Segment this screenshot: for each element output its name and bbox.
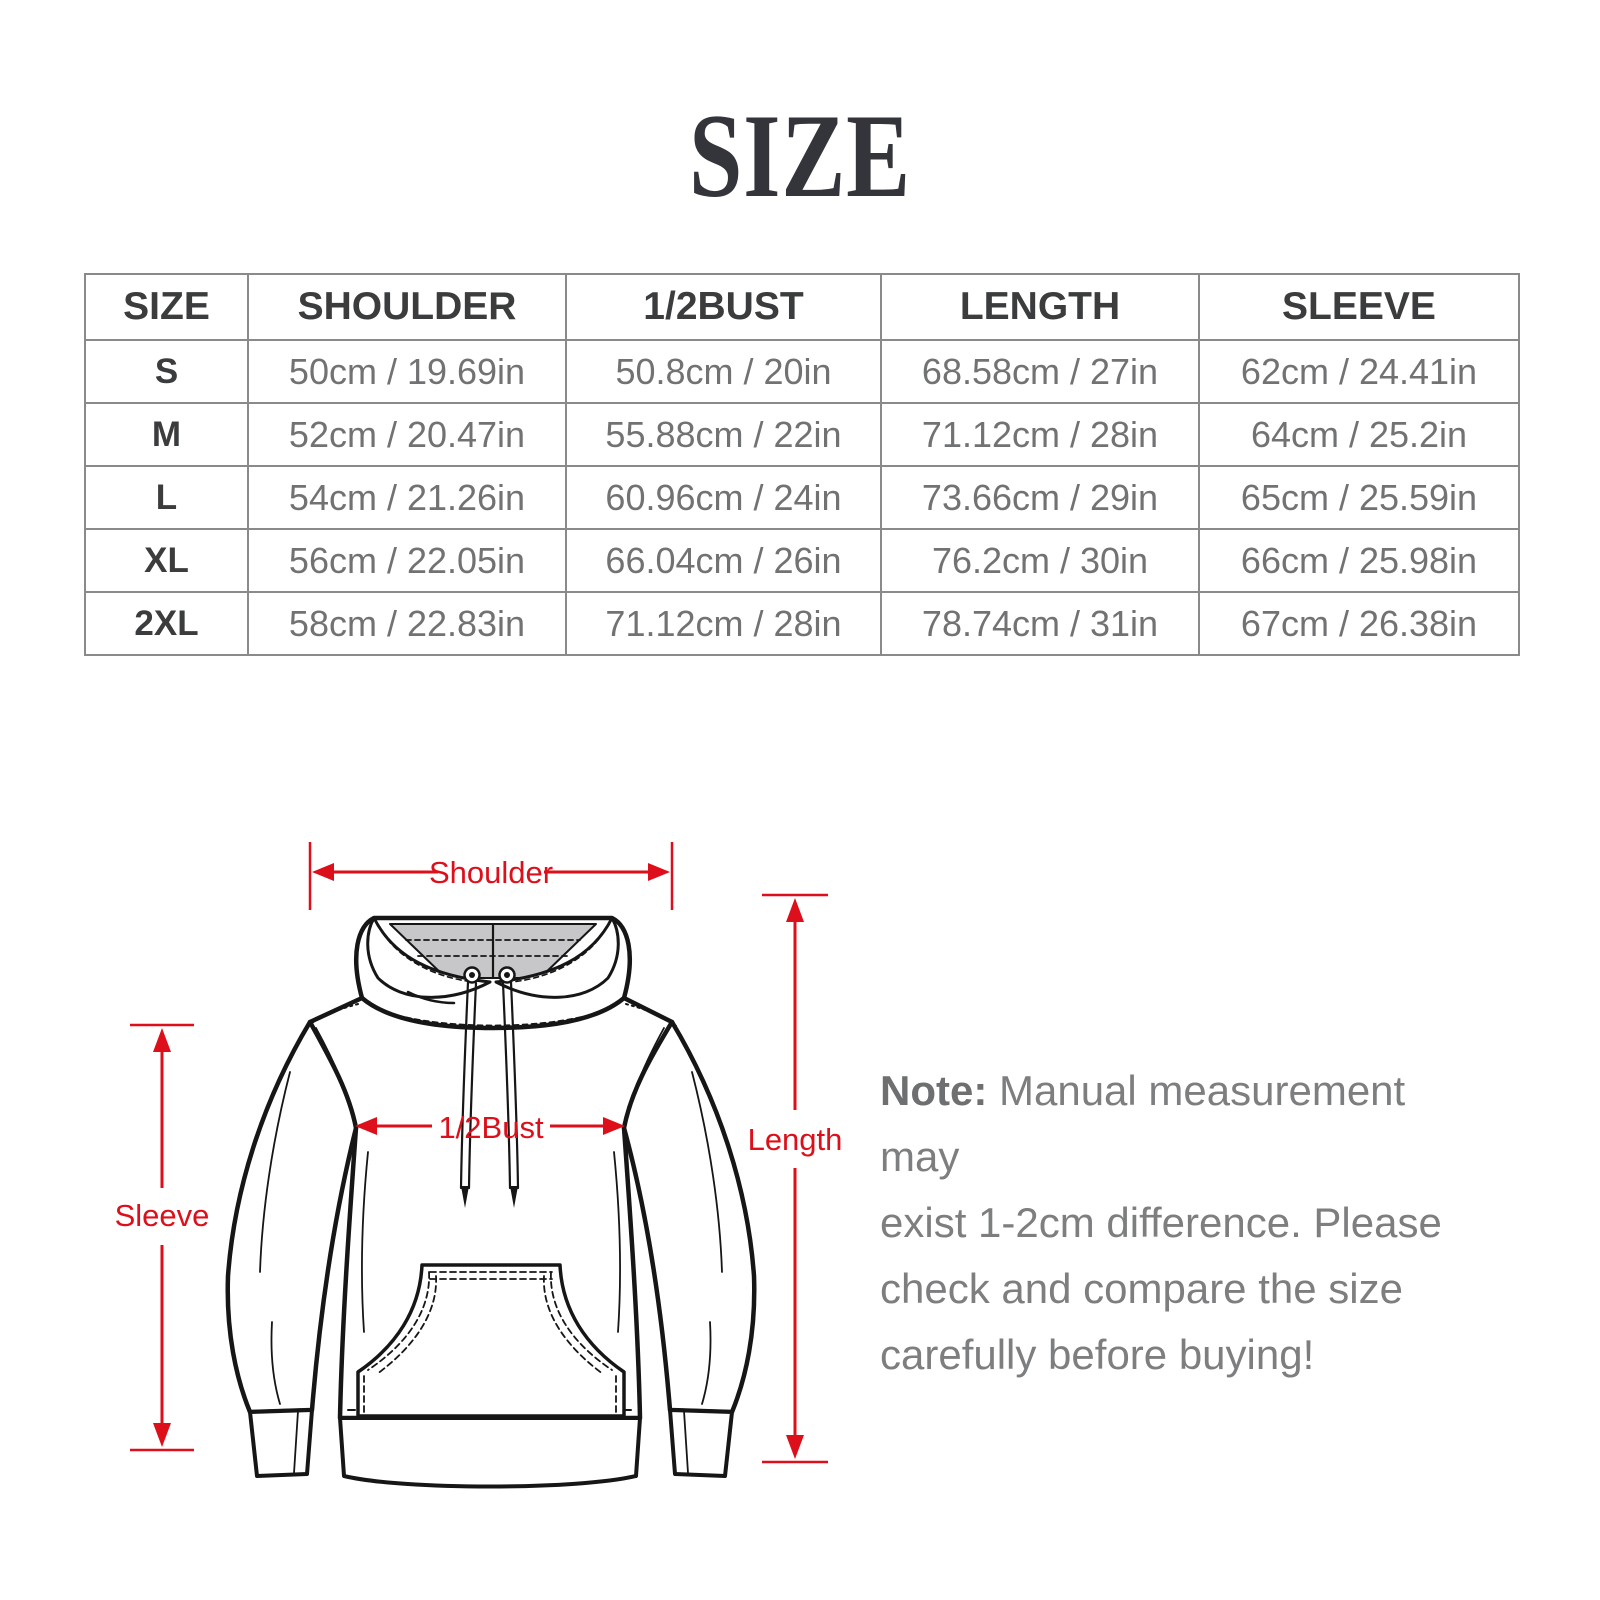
col-header-shoulder: SHOULDER	[247, 273, 567, 341]
sleeve-extent-ticks	[130, 1023, 194, 1452]
right-grommet-hole	[504, 972, 510, 978]
cell-sleeve: 65cm / 25.59in	[1198, 465, 1520, 530]
length-extent-ticks	[762, 893, 828, 1464]
shoulder-seams	[307, 1003, 677, 1027]
shoulder-dimension-label: Shoulder	[429, 855, 553, 890]
cell-shoulder: 56cm / 22.05in	[247, 528, 567, 593]
length-dimension-label: Length	[748, 1122, 843, 1157]
dimension-annotations: Shoulder Sleeve Length	[115, 842, 843, 1464]
cell-sleeve: 64cm / 25.2in	[1198, 402, 1520, 467]
hood-left-fold	[366, 916, 492, 999]
drawstring-aglets	[461, 1186, 518, 1208]
table-header-row: SIZE SHOULDER 1/2BUST LENGTH SLEEVE	[84, 273, 1520, 341]
cell-size: M	[84, 402, 249, 467]
cell-size: L	[84, 465, 249, 530]
cell-length: 71.12cm / 28in	[880, 402, 1200, 467]
hoodie-sketch: Shoulder Sleeve Length	[115, 842, 843, 1489]
col-header-halfbust: 1/2BUST	[565, 273, 882, 341]
hem-band	[338, 1416, 642, 1489]
cuff-creases	[293, 1410, 689, 1474]
shoulder-dimension-arrow: Shoulder	[308, 842, 674, 910]
note-label: Note:	[880, 1067, 988, 1114]
cell-halfbust: 55.88cm / 22in	[565, 402, 882, 467]
shoulder-extent-ticks	[308, 842, 674, 910]
note-text: Manual measurement may exist 1-2cm diffe…	[880, 1067, 1442, 1378]
cell-size: XL	[84, 528, 249, 593]
cell-length: 73.66cm / 29in	[880, 465, 1200, 530]
left-cuff	[248, 1408, 314, 1478]
table-row: 2XL 58cm / 22.83in 71.12cm / 28in 78.74c…	[84, 591, 1520, 656]
cell-length: 68.58cm / 27in	[880, 339, 1200, 404]
cell-sleeve: 66cm / 25.98in	[1198, 528, 1520, 593]
cell-length: 76.2cm / 30in	[880, 528, 1200, 593]
pocket-stitching	[363, 1271, 617, 1413]
drawstrings	[459, 980, 520, 1190]
cell-length: 78.74cm / 31in	[880, 591, 1200, 656]
size-table: SIZE SHOULDER 1/2BUST LENGTH SLEEVE S 50…	[84, 273, 1520, 656]
cell-halfbust: 50.8cm / 20in	[565, 339, 882, 404]
right-cuff	[668, 1408, 734, 1478]
col-header-sleeve: SLEEVE	[1198, 273, 1520, 341]
hoodie-body-art	[225, 995, 757, 1489]
hood-lining-stitches	[405, 939, 581, 957]
measurement-note: Note: Manual measurement may exist 1-2cm…	[880, 1058, 1480, 1388]
collar-crease	[406, 990, 456, 1005]
page-title: SIZE	[688, 89, 911, 222]
table-row: XL 56cm / 22.05in 66.04cm / 26in 76.2cm …	[84, 528, 1520, 593]
cell-shoulder: 52cm / 20.47in	[247, 402, 567, 467]
sleeve-dimension-arrow: Sleeve	[115, 1023, 210, 1452]
cell-shoulder: 58cm / 22.83in	[247, 591, 567, 656]
bust-dimension-label: 1/2Bust	[438, 1110, 544, 1145]
col-header-size: SIZE	[84, 273, 249, 341]
hood-right-fold	[494, 916, 620, 999]
cell-halfbust: 71.12cm / 28in	[565, 591, 882, 656]
sleeve-dimension-label: Sleeve	[115, 1198, 210, 1233]
hood-fold-stitches	[381, 931, 605, 983]
cell-shoulder: 54cm / 21.26in	[247, 465, 567, 530]
table-row: M 52cm / 20.47in 55.88cm / 22in 71.12cm …	[84, 402, 1520, 467]
col-header-length: LENGTH	[880, 273, 1200, 341]
table-row: L 54cm / 21.26in 60.96cm / 24in 73.66cm …	[84, 465, 1520, 530]
cell-sleeve: 62cm / 24.41in	[1198, 339, 1520, 404]
bust-dimension-arrow: 1/2Bust	[355, 1110, 625, 1145]
cell-size: 2XL	[84, 591, 249, 656]
cell-size: S	[84, 339, 249, 404]
hood-group	[354, 915, 632, 1208]
cell-sleeve: 67cm / 26.38in	[1198, 591, 1520, 656]
armhole-seams	[315, 1027, 665, 1127]
left-grommet-hole	[469, 972, 475, 978]
hoodie-measurement-diagram: Shoulder Sleeve Length	[100, 820, 860, 1520]
cell-shoulder: 50cm / 19.69in	[247, 339, 567, 404]
cell-halfbust: 60.96cm / 24in	[565, 465, 882, 530]
table-row: S 50cm / 19.69in 50.8cm / 20in 68.58cm /…	[84, 339, 1520, 404]
fabric-creases	[259, 1071, 723, 1405]
length-dimension-arrow: Length	[748, 893, 843, 1464]
left-sleeve	[225, 1019, 359, 1415]
cell-halfbust: 66.04cm / 26in	[565, 528, 882, 593]
right-sleeve	[621, 1019, 757, 1415]
